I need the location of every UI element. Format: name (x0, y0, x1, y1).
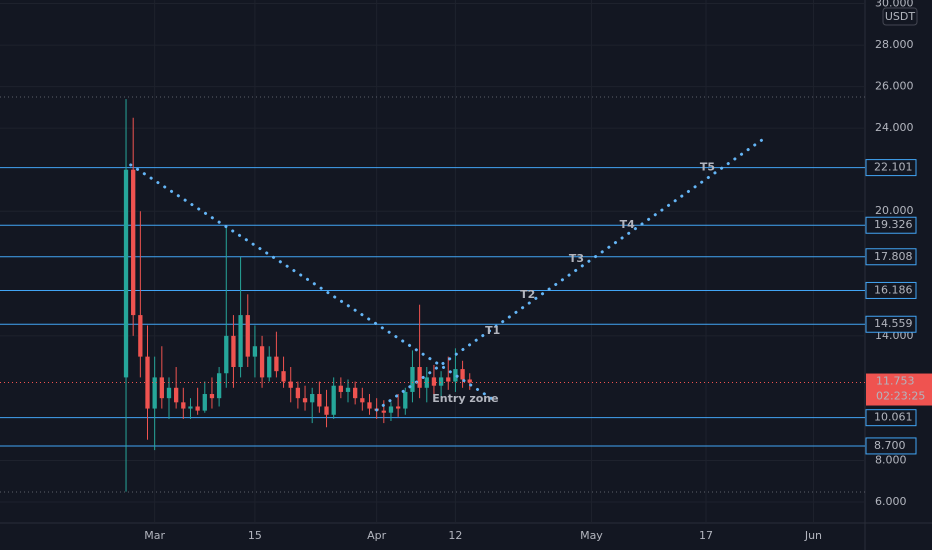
y-tick-label: 6.000 (875, 495, 907, 508)
level-label-box (865, 437, 917, 455)
candle-body (431, 377, 437, 386)
annotation: T2 (520, 288, 535, 301)
candle-body (245, 315, 250, 357)
x-tick-label: 12 (448, 529, 462, 542)
annotation: T1 (485, 324, 500, 337)
candle-body (467, 379, 472, 383)
candle-body (188, 406, 193, 409)
candle-body (267, 356, 272, 378)
level-label: 8.700 (874, 439, 906, 452)
candle-body (381, 410, 386, 413)
candle-body (302, 398, 308, 403)
level-label-box (865, 281, 917, 299)
candle-body (345, 387, 351, 392)
last-price-label: 11.753 (876, 375, 915, 388)
level-label: 17.808 (874, 250, 913, 263)
candle-body (224, 335, 229, 374)
candle-body (446, 377, 451, 382)
candle-body (460, 369, 465, 380)
candle-body (131, 169, 136, 316)
candle-body (317, 394, 322, 407)
candle-body (310, 394, 315, 403)
candle-body (123, 169, 129, 378)
x-tick-label: Apr (367, 529, 387, 542)
candle-body (395, 406, 401, 409)
last-price-box (866, 373, 932, 406)
x-tick-label: 17 (699, 529, 713, 542)
candle-body (403, 391, 408, 409)
level-label-box (865, 248, 917, 266)
candle-body (417, 367, 422, 388)
candle-body (424, 377, 429, 388)
y-tick-label: 30.000 (875, 0, 914, 10)
currency: USDT (885, 10, 916, 23)
annotation: Entry zone (432, 392, 498, 405)
y-tick-label: 20.000 (875, 204, 914, 217)
y-tick-label: 24.000 (875, 121, 914, 134)
y-tick-label: 28.000 (875, 38, 914, 51)
candle-body (259, 346, 265, 378)
candle-body (367, 402, 372, 409)
candle-body (181, 402, 186, 409)
x-tick-label: Mar (144, 529, 165, 542)
currency-box (882, 7, 918, 26)
candle-body (216, 373, 222, 399)
candle-body (338, 385, 343, 392)
trendline (129, 163, 498, 403)
candle-body (174, 387, 179, 403)
level-label: 10.061 (874, 411, 913, 424)
level-label-box (865, 216, 917, 234)
y-tick-label: 8.000 (875, 453, 907, 466)
candle-body (238, 315, 243, 368)
level-label: 16.186 (874, 283, 913, 296)
level-label-box (865, 159, 917, 177)
candle-body (166, 387, 172, 399)
candle-body (274, 356, 279, 372)
candle-body (252, 346, 258, 357)
candle-body (195, 406, 200, 411)
candle-body (295, 387, 301, 399)
annotation: T4 (620, 218, 636, 231)
x-tick-label: 15 (248, 529, 262, 542)
candle-body (138, 315, 143, 357)
candle-body (324, 406, 329, 415)
level-label: 14.559 (874, 317, 913, 330)
level-label: 19.326 (874, 218, 913, 231)
candle-body (231, 335, 236, 368)
level-label-box (865, 315, 917, 333)
candle-body (202, 394, 207, 411)
level-label: 22.101 (874, 161, 913, 174)
candle-body (281, 371, 286, 382)
candle-body (388, 406, 394, 413)
annotation: T5 (700, 161, 715, 174)
candle-body (288, 381, 293, 388)
y-tick-label: 26.000 (875, 80, 914, 93)
annotation: T3 (569, 252, 584, 265)
candle-body (331, 385, 336, 415)
candle-body (453, 369, 458, 382)
candle-body (152, 377, 157, 409)
candle-body (145, 356, 150, 409)
countdown: 02:23:25 (876, 390, 925, 403)
candle-body (410, 367, 415, 392)
trendline (375, 138, 764, 412)
candle-body (360, 398, 365, 403)
candle-body (438, 377, 444, 386)
candle-body (209, 394, 215, 399)
level-label-box (865, 409, 917, 427)
x-tick-label: Jun (804, 529, 822, 542)
candle-body (353, 387, 358, 399)
candle-body (159, 377, 164, 399)
x-tick-label: May (580, 529, 603, 542)
